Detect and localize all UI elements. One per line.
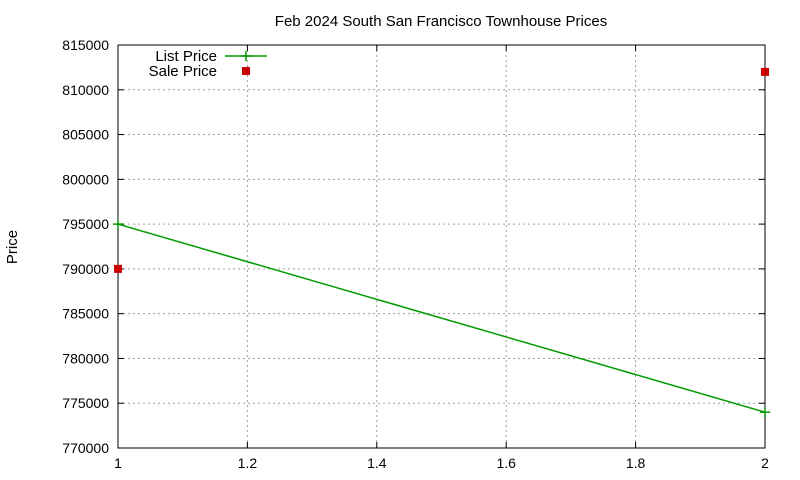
plot-frame [117, 44, 766, 449]
legend: List Price Sale Price [149, 48, 267, 80]
chart-title: Feb 2024 South San Francisco Townhouse P… [275, 13, 607, 30]
legend-label-list-price: List Price [155, 48, 217, 65]
sale-price-point [761, 67, 769, 76]
legend-swatch-sale-price [242, 67, 250, 75]
y-tick-label: 770000 [62, 440, 109, 456]
y-tick-label: 795000 [62, 216, 109, 232]
y-tick-label: 805000 [62, 127, 109, 143]
legend-label-sale-price: Sale Price [149, 63, 217, 80]
y-tick-label: 810000 [62, 82, 109, 98]
axis-ticks: 1 1.2 1.4 1.6 1.8 2 770000 775000 780000 785000 79… [62, 37, 769, 471]
sale-price-point [114, 264, 122, 273]
y-tick-label: 800000 [62, 171, 109, 187]
x-tick-label: 1.6 [496, 455, 516, 471]
list-price-line [117, 223, 766, 413]
series-layer [113, 67, 770, 418]
x-tick-label: 2 [761, 455, 769, 471]
y-tick-label: 790000 [62, 261, 109, 277]
x-tick-label: 1.8 [626, 455, 646, 471]
y-tick-label: 785000 [62, 306, 109, 322]
y-tick-label: 815000 [62, 37, 109, 53]
grid-lines [118, 45, 765, 448]
x-tick-label: 1.4 [367, 455, 387, 471]
x-tick-label: 1.2 [238, 455, 258, 471]
y-tick-label: 775000 [62, 395, 109, 411]
y-axis-label: Price [4, 230, 21, 264]
y-tick-label: 780000 [62, 350, 109, 366]
x-tick-label: 1 [114, 455, 122, 471]
